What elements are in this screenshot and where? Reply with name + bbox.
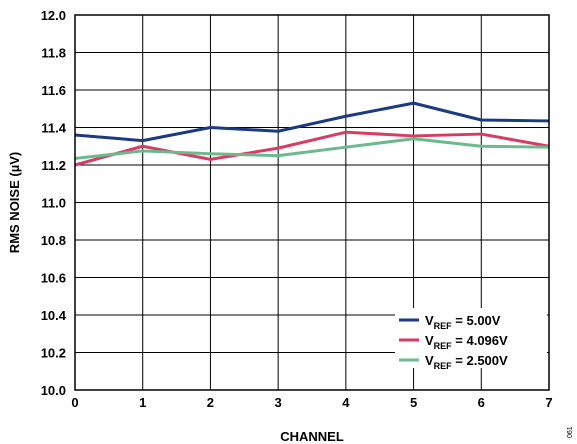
legend-label: VREF = 4.096V <box>425 333 508 351</box>
y-tick-label: 10.0 <box>41 383 66 398</box>
y-tick-label: 10.6 <box>41 271 66 286</box>
legend-label: VREF = 2.500V <box>425 353 508 371</box>
x-tick-label: 6 <box>478 395 485 410</box>
series-line-1 <box>74 130 550 167</box>
legend-label-sub: REF <box>434 341 453 351</box>
legend-label-main: V <box>425 353 434 368</box>
x-axis-title: CHANNEL <box>280 429 344 444</box>
legend-label-rest: = 2.500V <box>452 353 508 368</box>
plot-frame <box>74 14 550 391</box>
legend-label: VREF = 5.00V <box>425 313 501 331</box>
y-tick-label: 11.0 <box>41 196 66 211</box>
legend-box <box>395 308 547 368</box>
y-tick-label: 10.8 <box>41 233 66 248</box>
y-axis-title: RMS NOISE (µV) <box>7 152 22 253</box>
x-tick-label: 3 <box>275 395 282 410</box>
x-tick-label: 0 <box>71 395 78 410</box>
legend-label-sub: REF <box>434 361 453 371</box>
x-tick-labels: 0 1 2 3 4 5 6 7 <box>71 395 552 410</box>
y-tick-label: 11.6 <box>41 83 66 98</box>
x-tick-label: 2 <box>207 395 214 410</box>
legend-label-main: V <box>425 313 434 328</box>
y-tick-label: 11.4 <box>41 121 66 136</box>
legend-label-rest: = 5.00V <box>452 313 501 328</box>
y-tick-label: 12.0 <box>41 8 66 23</box>
y-tick-label: 11.2 <box>41 158 66 173</box>
series-line-2 <box>74 137 550 160</box>
figure-id: 061 <box>567 426 574 438</box>
legend-label-rest: = 4.096V <box>452 333 508 348</box>
x-tick-label: 1 <box>139 395 146 410</box>
series-lines <box>74 101 550 167</box>
legend-label-sub: REF <box>434 321 453 331</box>
series-line-0 <box>74 101 550 143</box>
y-tick-label: 10.2 <box>41 346 66 361</box>
x-tick-label: 4 <box>342 395 350 410</box>
y-tick-label: 10.4 <box>41 308 67 323</box>
y-tick-label: 11.8 <box>41 46 66 61</box>
x-tick-label: 7 <box>545 395 552 410</box>
legend-label-main: V <box>425 333 434 348</box>
grid-lines <box>74 14 550 391</box>
y-tick-labels: 10.0 10.2 10.4 10.6 10.8 11.0 11.2 11.4 11.6 11.8… <box>41 8 67 398</box>
x-tick-label: 5 <box>410 395 417 410</box>
